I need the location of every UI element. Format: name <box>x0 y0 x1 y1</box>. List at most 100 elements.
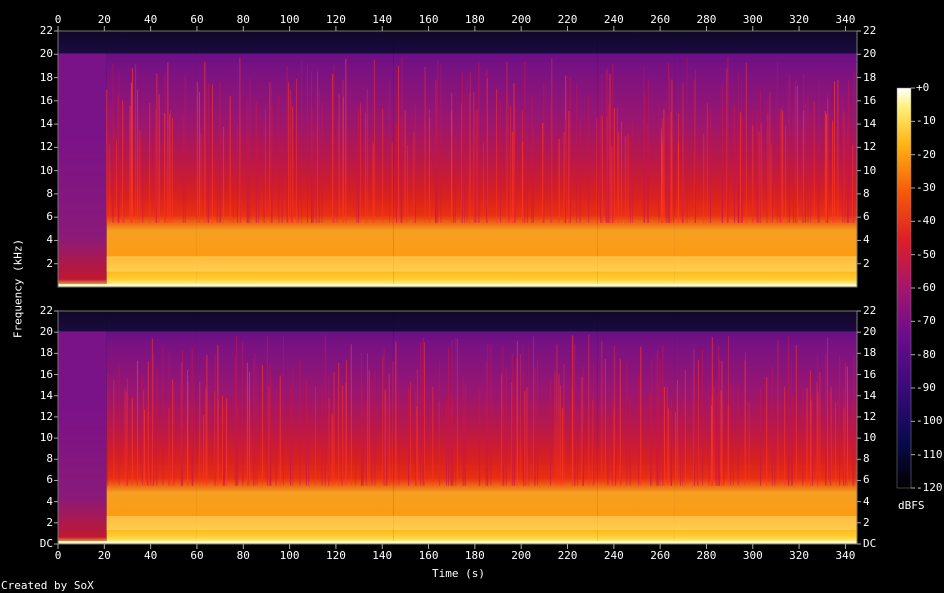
y-top-tick-label-left: 16 <box>39 93 53 107</box>
channel-1-segment <box>106 31 197 287</box>
y-top-tick-label-right: 22 <box>863 24 877 37</box>
y-top-tick-label-right: 20 <box>863 47 877 61</box>
colorbar-tick-label: -60 <box>916 281 936 294</box>
x-tick-label-bottom: 220 <box>557 549 578 562</box>
x-tick-label-bottom: 40 <box>144 549 158 562</box>
x-tick-label-bottom: 300 <box>742 549 763 562</box>
colorbar-label: dBFS <box>898 499 925 512</box>
x-tick-label-bottom: 140 <box>372 549 393 562</box>
y-bottom-tick-label-right: 16 <box>863 367 877 381</box>
y-bottom-tick-label-right: 2 <box>863 515 870 529</box>
x-tick-label-bottom: 160 <box>418 549 439 562</box>
y-bottom-tick-label-right: 8 <box>863 452 870 466</box>
y-top-tick-label-left: 4 <box>46 233 53 247</box>
y-bottom-tick-label-left: 14 <box>39 388 53 402</box>
channel-1-segment <box>674 31 857 287</box>
y-top-tick-label-left: 12 <box>39 140 53 154</box>
channel-2-low-band <box>106 516 858 531</box>
x-tick-label-top: 240 <box>603 13 624 26</box>
y-top-tick-label-left: 10 <box>39 163 53 177</box>
x-tick-label-bottom: 260 <box>650 549 671 562</box>
x-tick-label-top: 280 <box>696 13 717 26</box>
colorbar-tick-label: -20 <box>916 147 936 161</box>
x-axis-label: Time (s) <box>432 567 485 580</box>
y-bottom-tick-label-left: 16 <box>39 367 53 381</box>
y-top-tick-label-right: 6 <box>863 210 870 224</box>
x-tick-label-bottom: 0 <box>54 549 62 562</box>
x-tick-label-top: 0 <box>54 13 62 26</box>
x-tick-label-top: 60 <box>190 13 204 26</box>
channel-1-frame <box>57 30 858 288</box>
y-top-tick-label-left: 22 <box>39 24 53 37</box>
colorbar-tick-label: -80 <box>916 347 936 361</box>
channel-2-segment <box>58 311 107 544</box>
y-axis-label: Frequency (kHz) <box>11 238 25 339</box>
y-bottom-tick-label-left: DC <box>39 537 53 550</box>
y-top-tick-label-left: 14 <box>39 117 53 131</box>
y-top-tick-label-left: 20 <box>39 47 53 61</box>
footer-credit: Created by SoX <box>1 579 94 592</box>
colorbar-tick-label: -70 <box>916 314 936 328</box>
x-tick-label-bottom: 60 <box>190 549 204 562</box>
x-tick-label-top: 260 <box>650 13 671 26</box>
y-bottom-tick-label-right: 4 <box>863 494 870 508</box>
channel-2-segment <box>597 311 675 544</box>
channel-1-segment <box>196 31 394 287</box>
x-tick-label-bottom: 20 <box>97 549 111 562</box>
y-bottom-tick-label-right: 14 <box>863 388 877 402</box>
x-tick-label-bottom: 200 <box>511 549 532 562</box>
channel-separator <box>58 287 857 311</box>
x-tick-label-top: 40 <box>144 13 158 26</box>
y-top-tick-label-right: 12 <box>863 140 877 154</box>
y-top-tick-label-right: 18 <box>863 70 877 84</box>
x-tick-label-top: 120 <box>325 13 346 26</box>
channel-2-segment <box>196 311 394 544</box>
y-bottom-tick-label-right: 22 <box>863 304 877 317</box>
x-tick-label-top: 180 <box>464 13 485 26</box>
y-bottom-tick-label-left: 4 <box>46 494 53 508</box>
y-top-tick-label-left: 6 <box>46 210 53 224</box>
x-tick-label-top: 200 <box>511 13 532 26</box>
x-tick-label-top: 300 <box>742 13 763 26</box>
y-top-tick-label-right: 8 <box>863 186 870 200</box>
channel-1-segment <box>393 31 598 287</box>
channel-2-frame <box>57 310 858 545</box>
x-tick-label-top: 320 <box>789 13 810 26</box>
colorbar-tick-label: -110 <box>916 447 943 461</box>
y-bottom-tick-label-right: 18 <box>863 346 877 360</box>
colorbar-tick-label: -120 <box>916 481 943 494</box>
y-top-tick-label-left: 18 <box>39 70 53 84</box>
x-tick-label-top: 340 <box>835 13 856 26</box>
y-bottom-tick-label-right: 10 <box>863 431 877 445</box>
y-bottom-tick-label-left: 12 <box>39 409 53 423</box>
x-tick-label-top: 100 <box>279 13 300 26</box>
x-tick-label-bottom: 80 <box>236 549 250 562</box>
channel-2-dc-line <box>58 541 857 544</box>
y-top-tick-label-right: 16 <box>863 93 877 107</box>
colorbar-tick-label: -90 <box>916 381 936 394</box>
channel-1-dc-line <box>58 284 857 287</box>
x-tick-label-bottom: 280 <box>696 549 717 562</box>
channel-2-segment <box>674 311 857 544</box>
x-tick-label-bottom: 240 <box>603 549 624 562</box>
y-top-tick-label-left: 2 <box>46 256 53 270</box>
x-tick-label-top: 140 <box>372 13 393 26</box>
y-bottom-tick-label-right: DC <box>863 537 877 550</box>
x-tick-label-bottom: 100 <box>279 549 300 562</box>
colorbar <box>896 87 912 489</box>
y-top-tick-label-right: 10 <box>863 163 877 177</box>
x-tick-label-top: 80 <box>236 13 250 26</box>
colorbar-tick-label: -40 <box>916 214 936 228</box>
y-bottom-tick-label-left: 20 <box>39 325 53 339</box>
y-top-tick-label-right: 14 <box>863 117 877 131</box>
x-tick-label-bottom: 340 <box>835 549 856 562</box>
channel-1-segment <box>58 31 107 287</box>
colorbar-tick-label: +0 <box>916 81 930 94</box>
y-bottom-tick-label-right: 20 <box>863 325 877 339</box>
y-top-tick-label-right: 2 <box>863 256 870 270</box>
x-tick-label-bottom: 180 <box>464 549 485 562</box>
channel-1-low-band <box>106 256 858 272</box>
y-bottom-tick-label-left: 8 <box>46 452 53 466</box>
y-bottom-tick-label-left: 2 <box>46 515 53 529</box>
